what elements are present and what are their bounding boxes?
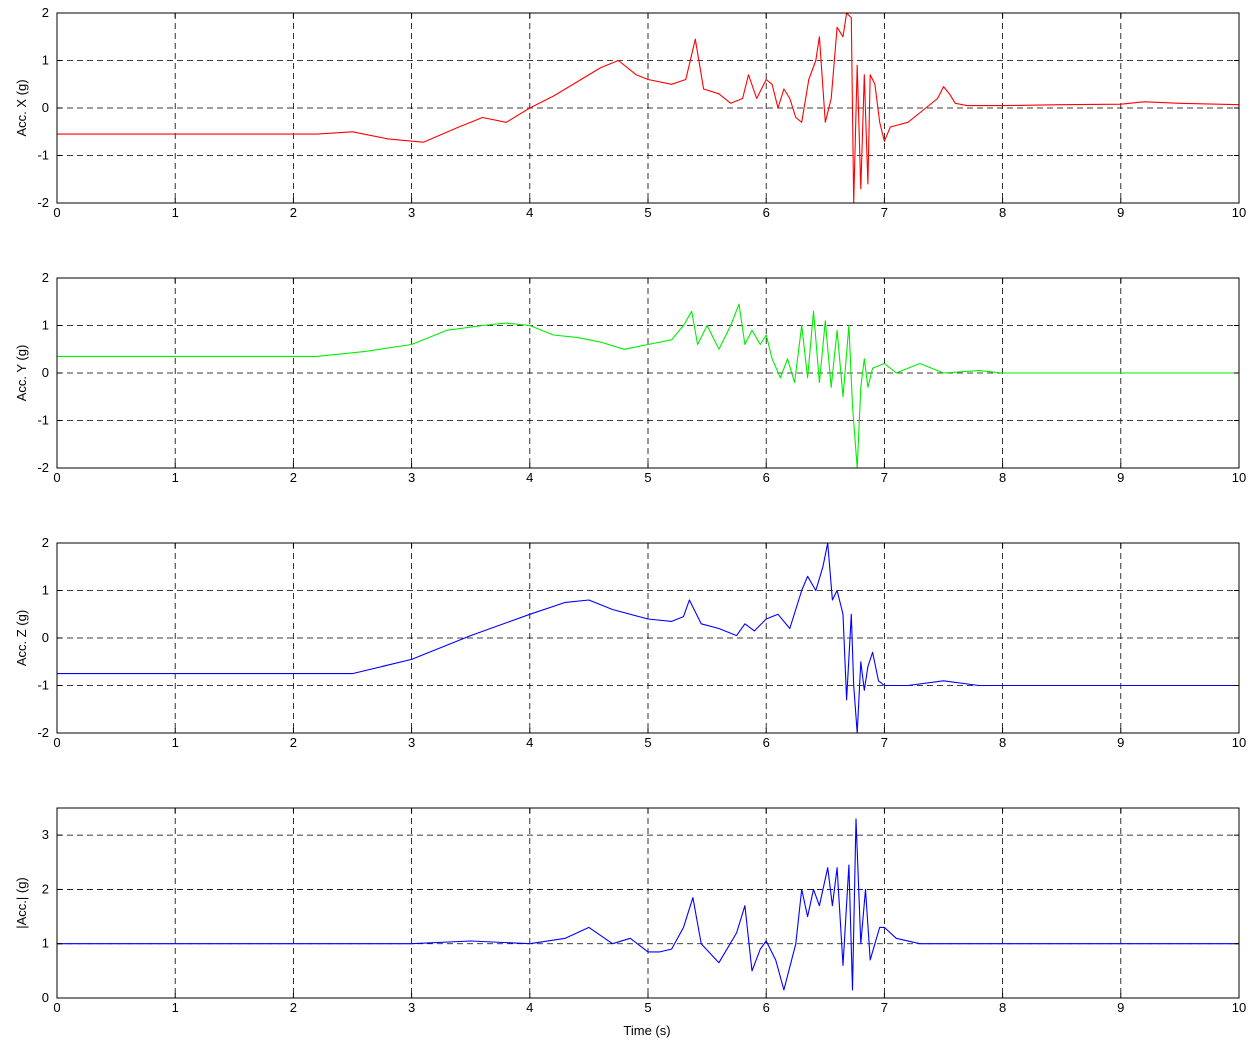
x-tick-label: 5 (644, 205, 651, 220)
y-tick-label: 1 (42, 53, 49, 68)
x-tick-label: 5 (644, 470, 651, 485)
x-tick-label: 8 (999, 735, 1006, 750)
x-tick-label: 2 (290, 1000, 297, 1015)
x-tick-label: 0 (53, 735, 60, 750)
y-tick-label: -1 (37, 413, 49, 428)
y-tick-label: 0 (42, 630, 49, 645)
x-tick-label: 4 (526, 470, 533, 485)
y-tick-label: 1 (42, 318, 49, 333)
series-line-4-1 (57, 818, 1239, 991)
x-tick-label: 7 (881, 470, 888, 485)
x-tick-label: 4 (526, 735, 533, 750)
x-tick-label: 0 (53, 205, 60, 220)
y-tick-label: 2 (42, 5, 49, 20)
y-tick-label: 1 (42, 936, 49, 951)
y-axis-label: Acc. Y (g) (14, 345, 29, 402)
x-tick-label: 9 (1117, 470, 1124, 485)
x-tick-label: 3 (408, 205, 415, 220)
x-tick-label: 3 (408, 470, 415, 485)
y-tick-label: 3 (42, 827, 49, 842)
x-tick-label: 8 (999, 1000, 1006, 1015)
x-tick-label: 6 (763, 735, 770, 750)
x-tick-label: 5 (644, 1000, 651, 1015)
y-tick-label: 2 (42, 270, 49, 285)
x-tick-label: 8 (999, 470, 1006, 485)
x-tick-label: 10 (1232, 205, 1246, 220)
x-tick-label: 10 (1232, 470, 1246, 485)
y-tick-label: 2 (42, 535, 49, 550)
x-tick-label: 0 (53, 470, 60, 485)
x-tick-label: 10 (1232, 1000, 1246, 1015)
x-axis-label: Time (s) (623, 1023, 670, 1038)
series-line-3-1 (57, 542, 1239, 734)
x-tick-label: 7 (881, 735, 888, 750)
x-tick-label: 4 (526, 205, 533, 220)
x-tick-label: 0 (53, 1000, 60, 1015)
series-line-1-1 (57, 12, 1240, 204)
x-tick-label: 6 (763, 470, 770, 485)
x-tick-label: 9 (1117, 1000, 1124, 1015)
y-tick-label: -1 (37, 678, 49, 693)
x-tick-label: 7 (881, 205, 888, 220)
y-axis-label: Acc. X (g) (14, 79, 29, 136)
x-tick-label: 9 (1117, 735, 1124, 750)
x-tick-label: 4 (526, 1000, 533, 1015)
chart-panel-4: 0 1 2 3 4 5 6 7 8 9 10 0 1 2 3 |Acc.| (g) (14, 807, 1246, 1015)
x-tick-label: 2 (290, 735, 297, 750)
x-tick-label: 1 (172, 735, 179, 750)
x-tick-label: 2 (290, 205, 297, 220)
y-tick-label: -2 (37, 725, 49, 740)
x-tick-label: 3 (408, 735, 415, 750)
y-tick-label: 1 (42, 583, 49, 598)
chart-panel-2: 0 1 2 3 4 5 6 7 8 9 10 -2 -1 0 1 2 Acc. Y (g) (14, 270, 1246, 485)
x-tick-label: 7 (881, 1000, 888, 1015)
x-tick-label: 9 (1117, 205, 1124, 220)
y-tick-label: 0 (42, 990, 49, 1005)
y-tick-label: 2 (42, 881, 49, 896)
x-tick-label: 2 (290, 470, 297, 485)
x-tick-label: 6 (763, 1000, 770, 1015)
x-tick-label: 1 (172, 470, 179, 485)
y-axis-label: |Acc.| (g) (14, 877, 29, 929)
x-tick-label: 6 (763, 205, 770, 220)
x-tick-label: 8 (999, 205, 1006, 220)
x-tick-label: 5 (644, 735, 651, 750)
y-tick-label: -2 (37, 195, 49, 210)
chart-panel-1: 0 1 2 3 4 5 6 7 8 9 10 -2 -1 0 1 2 Acc. X (g) (14, 5, 1246, 220)
y-tick-label: -2 (37, 460, 49, 475)
x-tick-label: 3 (408, 1000, 415, 1015)
x-tick-label: 1 (172, 205, 179, 220)
y-axis-label: Acc. Z (g) (14, 610, 29, 666)
y-tick-label: 0 (42, 365, 49, 380)
y-tick-label: 0 (42, 100, 49, 115)
y-tick-label: -1 (37, 148, 49, 163)
chart-panel-3: 0 1 2 3 4 5 6 7 8 9 10 -2 -1 0 1 2 Acc. Z (g) (14, 535, 1246, 750)
series-line-2-1 (57, 303, 1239, 469)
x-tick-label: 10 (1232, 735, 1246, 750)
x-tick-label: 1 (172, 1000, 179, 1015)
